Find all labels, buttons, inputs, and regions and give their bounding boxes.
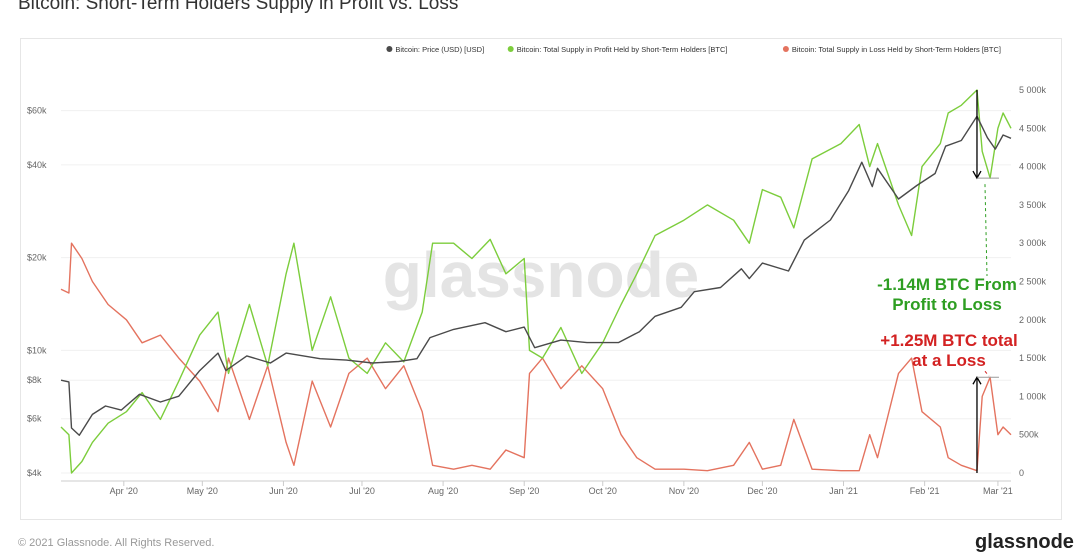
chart-frame: glassnode $4k $6k $8k $10k $20k $40k $60k 0 500… <box>20 38 1062 520</box>
x-tick-label: Sep '20 <box>509 486 539 496</box>
y-left-tick-label: $60k <box>27 106 47 116</box>
y-right-tick-label: 3 000k <box>1019 238 1047 248</box>
loss-series-line <box>60 242 1012 472</box>
profit-series-line <box>60 89 1012 474</box>
legend-item[interactable]: Bitcoin: Total Supply in Loss Held by Sh… <box>782 45 1001 54</box>
legend-marker <box>386 46 393 52</box>
legend[interactable]: Bitcoin: Total Supply in Loss Held by Sh… <box>386 45 1001 54</box>
watermark: glassnode <box>383 239 700 311</box>
x-tick-label: Jul '20 <box>349 486 375 496</box>
x-tick-label: Jun '20 <box>269 486 298 496</box>
chart-svg: glassnode $4k $6k $8k $10k $20k $40k $60k 0 500… <box>27 45 1047 496</box>
x-tick-label: Apr '20 <box>110 486 138 496</box>
y-right-tick-label: 5 000k <box>1019 85 1047 95</box>
annotation-leader-line <box>984 184 988 277</box>
x-axis: Apr '20 May '20 Jun '20 Jul '20 Aug '20 Sep '… <box>61 480 1013 496</box>
annotation-text: -1.14M BTC From <box>877 275 1017 294</box>
y-right-tick-label: 1 500k <box>1019 353 1047 363</box>
page-title: Bitcoin: Short-Term Holders Supply in Pr… <box>18 0 459 14</box>
x-tick-label: Nov '20 <box>669 486 699 496</box>
y-right-tick-label: 1 000k <box>1019 391 1047 401</box>
legend-marker <box>507 46 514 52</box>
y-left-tick-label: $20k <box>27 253 47 263</box>
annotation-text: +1.25M BTC total <box>880 331 1017 350</box>
annotation-text: Profit to Loss <box>892 295 1002 314</box>
x-tick-label: Aug '20 <box>428 486 458 496</box>
y-right-tick-label: 2 500k <box>1019 277 1047 287</box>
series-lines <box>60 89 1012 474</box>
y-right-tick-label: 3 500k <box>1019 200 1047 210</box>
x-tick-label: Mar '21 <box>983 486 1013 496</box>
legend-label: Bitcoin: Total Supply in Loss Held by Sh… <box>792 45 1001 54</box>
y-right-tick-label: 500k <box>1019 430 1039 440</box>
annotation-text: at a Loss <box>912 351 986 370</box>
annotation-leader-line <box>984 370 990 377</box>
price-series-line <box>60 115 1012 436</box>
legend-item[interactable]: Bitcoin: Price (USD) [USD] <box>386 45 484 54</box>
x-tick-label: Feb '21 <box>910 486 940 496</box>
left-axis: $4k $6k $8k $10k $20k $40k $60k <box>27 106 47 478</box>
y-right-tick-label: 4 500k <box>1019 123 1047 133</box>
legend-item[interactable]: Bitcoin: Total Supply in Profit Held by … <box>507 45 728 54</box>
x-tick-label: Dec '20 <box>747 486 777 496</box>
y-left-tick-label: $8k <box>27 375 42 385</box>
x-tick-label: Jan '21 <box>829 486 858 496</box>
y-left-tick-label: $4k <box>27 468 42 478</box>
legend-label: Bitcoin: Total Supply in Profit Held by … <box>517 45 728 54</box>
right-axis: 0 500k 1 000k 1 500k 2 000k 2 500k 3 000k 3 500… <box>1019 85 1047 478</box>
x-tick-label: Oct '20 <box>589 486 617 496</box>
brand-logo-text: glassnode <box>975 531 1074 553</box>
legend-label: Bitcoin: Price (USD) [USD] <box>395 45 484 54</box>
y-left-tick-label: $10k <box>27 345 47 355</box>
y-left-tick-label: $40k <box>27 160 47 170</box>
y-right-tick-label: 2 000k <box>1019 315 1047 325</box>
copyright-text: © 2021 Glassnode. All Rights Reserved. <box>18 537 215 549</box>
y-right-tick-label: 0 <box>1019 468 1024 478</box>
x-tick-label: May '20 <box>187 486 218 496</box>
y-right-tick-label: 4 000k <box>1019 162 1047 172</box>
legend-marker <box>782 46 789 52</box>
gridlines <box>61 110 1011 474</box>
y-left-tick-label: $6k <box>27 414 42 424</box>
